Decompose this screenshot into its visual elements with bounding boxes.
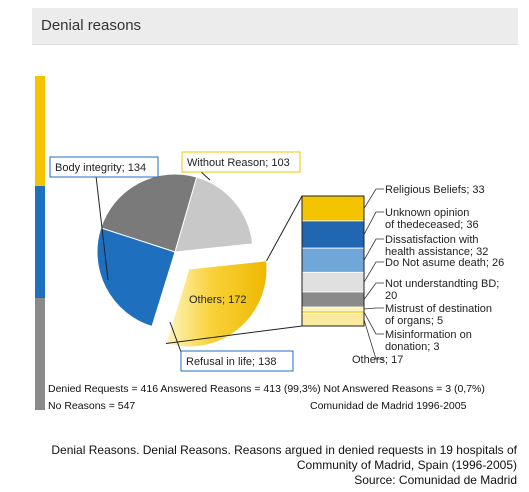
breakdown-segment-others-17 (301, 312, 365, 327)
footer-source-years: Comunidad de Madrid 1996-2005 (310, 400, 467, 412)
pie-label-without-reason: Without Reason; 103 (187, 157, 290, 169)
pie-slice-body-integrity (100, 173, 198, 253)
pie-label-box-body-integrity (49, 156, 159, 178)
breakdown-label-others-17: Others; 17 (352, 354, 403, 366)
breakdown-leader-misinformation-on-donation-3 (363, 311, 384, 335)
breakdown-leader-religious-beliefs-33 (363, 188, 384, 209)
breakdown-label-misinformation-on-donation-3: Misinformation on donation; 3 (385, 329, 472, 353)
breakdown-label-do-not-asume-death-26: Do Not asume death; 26 (385, 257, 504, 269)
pie-label-box-without-reason (181, 151, 301, 173)
breakdown-leader-unknown-opinion-of-thedeceased-36 (363, 211, 384, 235)
pie-leader-body-integrity (95, 175, 109, 281)
caption-line-1: Denial Reasons. Denial Reasons. Reasons … (51, 443, 517, 457)
breakdown-bar-outline (301, 195, 365, 327)
caption-line-2: Community of Madrid, Spain (1996-2005) (296, 458, 517, 472)
breakdown-connector-top (266, 195, 303, 262)
page-title: Denial reasons (41, 17, 142, 34)
pie-leader-refusal-in-life (169, 321, 182, 353)
pie-label-refusal-in-life: Refusal in life; 138 (186, 356, 277, 368)
breakdown-label-dissatisfaction-with-health-assistance-32: Dissatisfaction with health assistance; 3… (385, 234, 488, 258)
breakdown-segment-unknown-opinion-of-thedeceased-36 (301, 220, 365, 249)
breakdown-segment-do-not-asume-death-26 (301, 271, 365, 293)
pie-label-others: Others; 172 (189, 294, 246, 306)
pie-slice-without-reason (174, 176, 254, 253)
breakdown-label-mistrust-of-destination-of-organs-5: Mistrust of destination of organs; 5 (385, 303, 492, 327)
breakdown-leader-do-not-asume-death-26 (363, 261, 384, 283)
breakdown-leader-others-17 (363, 319, 384, 360)
pie-slice-others (165, 260, 268, 348)
side-accent-gray (35, 298, 45, 410)
side-accent-blue (35, 186, 45, 298)
breakdown-leader-not-understandting-bd-20 (363, 282, 384, 300)
pie-label-body-integrity: Body integrity; 134 (55, 162, 146, 174)
pie-label-box-refusal-in-life (180, 350, 294, 372)
breakdown-segment-dissatisfaction-with-health-assistance-32 (301, 247, 365, 273)
breakdown-label-religious-beliefs-33: Religious Beliefs; 33 (385, 184, 485, 196)
footer-no-reasons: No Reasons = 547 (48, 400, 136, 412)
breakdown-label-unknown-opinion-of-thedeceased-36: Unknown opinion of thedeceased; 36 (385, 207, 479, 231)
breakdown-segment-mistrust-of-destination-of-organs-5 (301, 306, 365, 312)
breakdown-segment-religious-beliefs-33 (301, 195, 365, 222)
breakdown-label-not-understandting-bd-20: Not understandting BD; 20 (385, 278, 499, 302)
caption-line-3: Source: Comunidad de Madrid (354, 473, 517, 487)
breakdown-leader-mistrust-of-destination-of-organs-5 (363, 307, 384, 310)
footer-denied-requests: Denied Requests = 416 Answered Reasons =… (48, 383, 485, 395)
breakdown-segment-not-understandting-bd-20 (301, 291, 365, 308)
header-bar: Denial reasons (32, 8, 518, 45)
side-accent-yellow (35, 76, 45, 186)
breakdown-leader-dissatisfaction-with-health-assistance-32 (363, 238, 384, 261)
pie-slice-refusal-in-life (96, 227, 176, 328)
breakdown-connector-bottom (165, 325, 303, 345)
